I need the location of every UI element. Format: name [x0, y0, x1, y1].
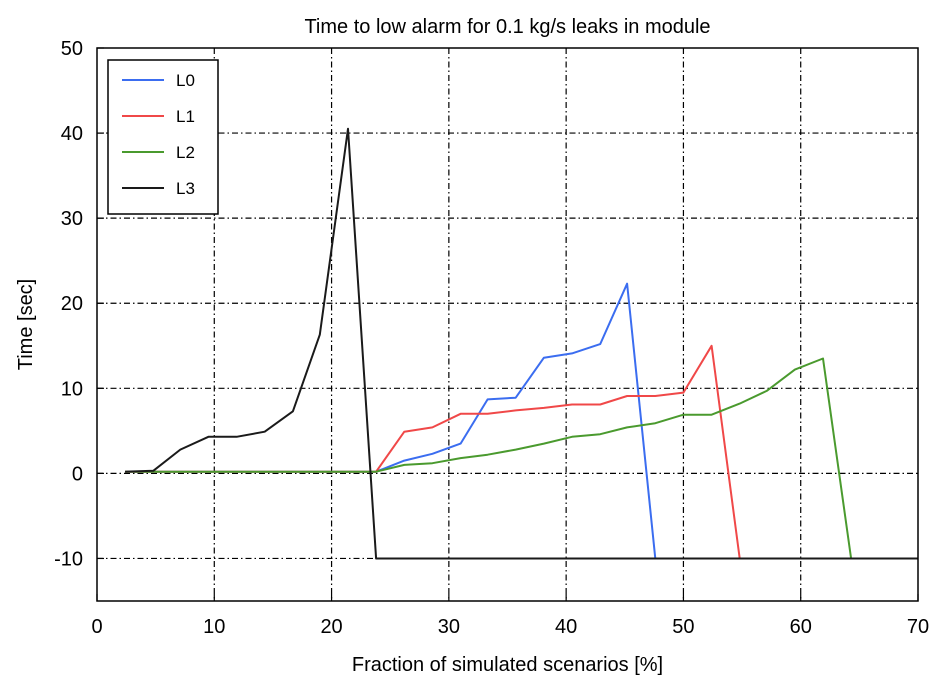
y-tick-label-1: 0: [72, 463, 83, 485]
legend: L0 L1 L2 L3: [107, 59, 219, 215]
y-axis-label: Time [sec]: [15, 279, 37, 371]
series-line-l1: [125, 344, 918, 560]
grid: [97, 48, 918, 601]
x-axis-label: Fraction of simulated scenarios [%]: [352, 654, 663, 676]
x-tick-label-2: 20: [320, 616, 342, 638]
chart-title: Time to low alarm for 0.1 kg/s leaks in …: [304, 16, 710, 38]
legend-label-l3: L3: [176, 179, 195, 198]
legend-box: [107, 59, 219, 215]
legend-label-l0: L0: [176, 71, 195, 90]
plot-frame: [96, 47, 919, 602]
series-line-l0: [125, 282, 918, 560]
y-tick-label-0: -10: [54, 548, 83, 570]
series-line-l2: [125, 357, 918, 560]
y-tick-label-6: 50: [61, 38, 83, 60]
y-tick-label-3: 20: [61, 293, 83, 315]
x-tick-label-0: 0: [91, 616, 102, 638]
x-tick-label-1: 10: [203, 616, 225, 638]
series-lines: [125, 127, 918, 560]
axis-ticks: 0 10 20 30 40 50 60 70 -10 0 10 20 30 40 50: [54, 38, 929, 638]
y-tick-label-5: 40: [61, 123, 83, 145]
x-tick-label-4: 40: [555, 616, 577, 638]
x-tick-label-5: 50: [672, 616, 694, 638]
x-tick-label-6: 60: [790, 616, 812, 638]
x-tick-label-7: 70: [907, 616, 929, 638]
x-tick-label-3: 30: [438, 616, 460, 638]
legend-label-l1: L1: [176, 107, 195, 126]
y-tick-label-2: 10: [61, 378, 83, 400]
series-line-l3: [125, 127, 918, 560]
legend-label-l2: L2: [176, 143, 195, 162]
y-tick-label-4: 30: [61, 208, 83, 230]
